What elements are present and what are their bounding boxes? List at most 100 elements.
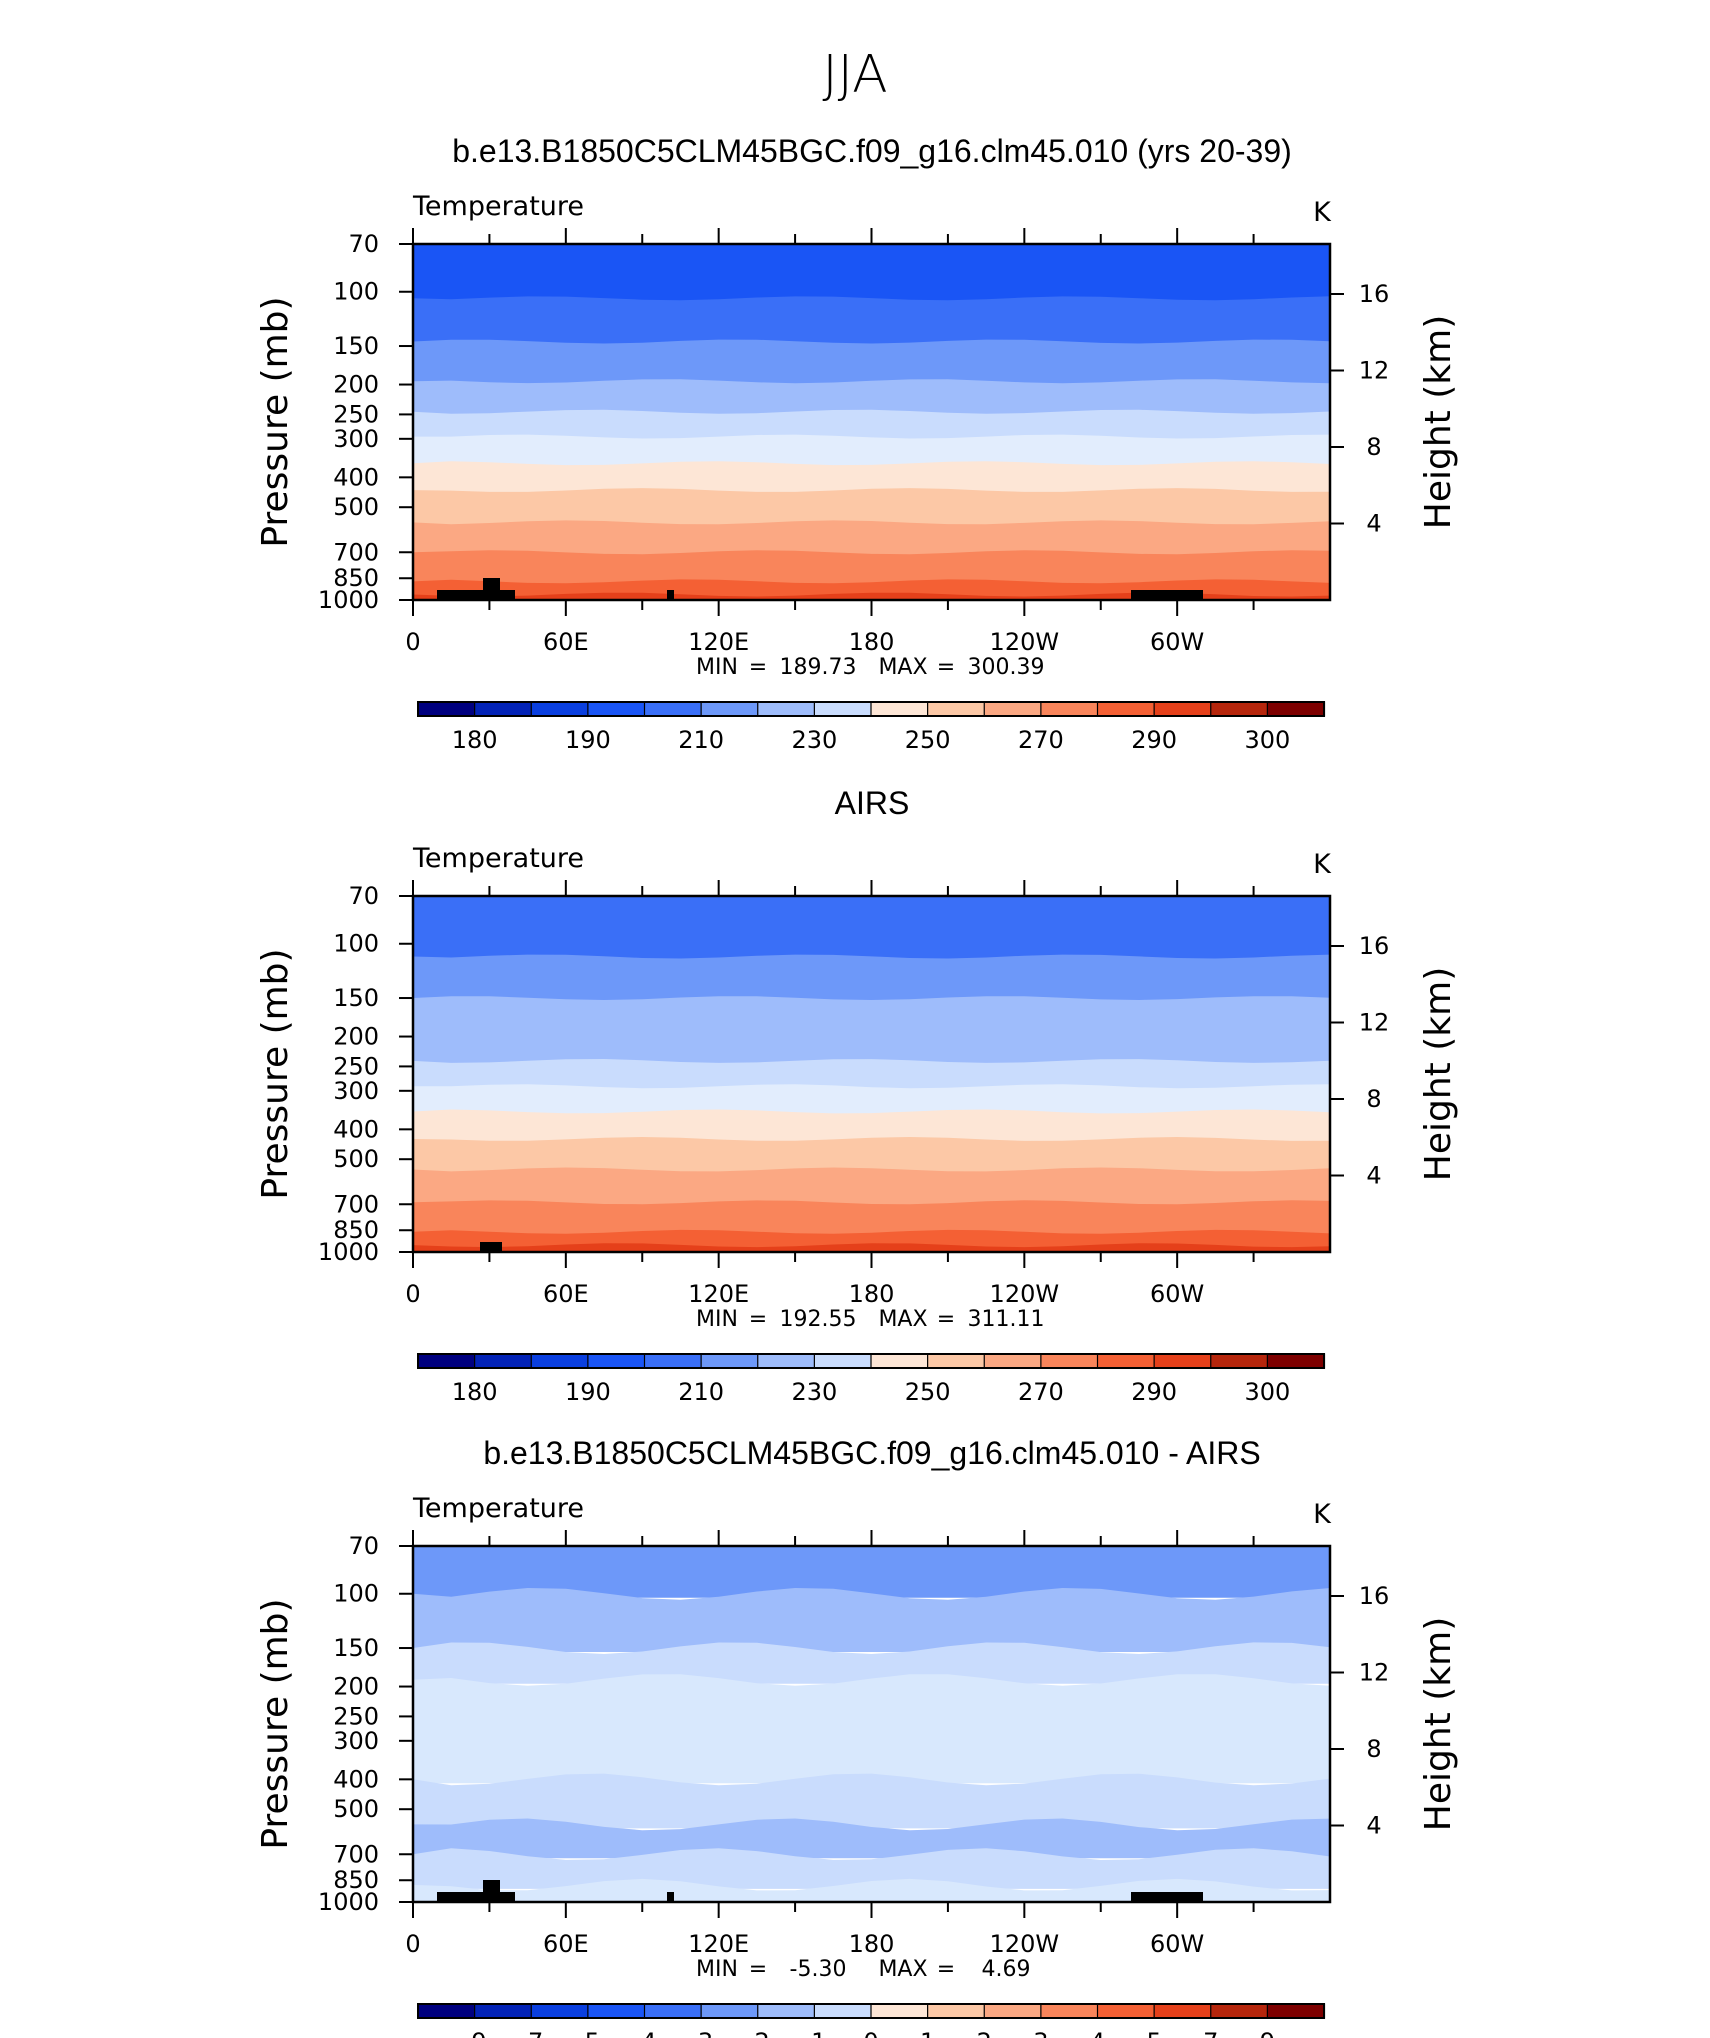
colorbar-box bbox=[417, 701, 476, 717]
topography bbox=[667, 590, 674, 600]
units-label: K bbox=[1313, 849, 1332, 880]
y-tick-label: 250 bbox=[333, 400, 379, 428]
contour-band bbox=[413, 1084, 1330, 1116]
colorbar-box bbox=[474, 2003, 533, 2019]
colorbar-box bbox=[1040, 701, 1099, 717]
x-tick-label: 180 bbox=[849, 1930, 895, 1958]
contour-band bbox=[413, 1848, 1330, 1889]
colorbar-box bbox=[587, 1353, 646, 1369]
y-axis-title: Pressure (mb) bbox=[255, 296, 296, 547]
min-label: MIN bbox=[696, 1957, 738, 1982]
y-tick-label: 100 bbox=[333, 930, 379, 958]
topography bbox=[1131, 1892, 1203, 1902]
height-tick-label: 16 bbox=[1359, 932, 1390, 960]
y-tick-label: 100 bbox=[333, 278, 379, 306]
contour-band bbox=[413, 379, 1330, 416]
units-label: K bbox=[1313, 1499, 1332, 1530]
contour-band bbox=[413, 1137, 1330, 1174]
height-tick-label: 8 bbox=[1366, 1735, 1381, 1763]
colorbar-box bbox=[757, 2003, 816, 2019]
y-tick-label: 250 bbox=[333, 1052, 379, 1080]
min-value: 192.55 bbox=[780, 1307, 857, 1332]
colorbar-label: 180 bbox=[452, 726, 498, 754]
x-tick-label: 120W bbox=[990, 1280, 1060, 1308]
max-equals: = bbox=[937, 1307, 955, 1332]
colorbar-label: 290 bbox=[1131, 726, 1177, 754]
colorbar-box bbox=[983, 701, 1042, 717]
height-tick-label: 12 bbox=[1359, 357, 1390, 385]
panel-title: b.e13.B1850C5CLM45BGC.f09_g16.clm45.010 … bbox=[483, 1435, 1260, 1471]
colorbar-box bbox=[813, 1353, 873, 1369]
y-tick-label: 850 bbox=[333, 564, 379, 592]
y-tick-label: 150 bbox=[333, 332, 379, 360]
colorbar-box bbox=[587, 2003, 646, 2019]
topography bbox=[1131, 590, 1203, 600]
plot-area bbox=[413, 1546, 1330, 1902]
height-tick-label: 12 bbox=[1359, 1009, 1390, 1037]
colorbar-label: -3 bbox=[689, 2028, 713, 2038]
colorbar-box bbox=[1096, 701, 1156, 717]
y-tick-label: 1000 bbox=[318, 1888, 379, 1916]
variable-label: Temperature bbox=[412, 843, 584, 874]
x-tick-label: 180 bbox=[849, 628, 895, 656]
max-equals: = bbox=[937, 1957, 955, 1982]
y-tick-label: 100 bbox=[333, 1580, 379, 1608]
x-tick-label: 60W bbox=[1150, 1930, 1204, 1958]
colorbar-label: 7 bbox=[1203, 2028, 1218, 2038]
x-tick-label: 120E bbox=[688, 1930, 749, 1958]
colorbar-box bbox=[474, 701, 533, 717]
contour-band bbox=[413, 1674, 1330, 1784]
contour-band bbox=[413, 996, 1330, 1038]
height-tick-label: 4 bbox=[1366, 1162, 1381, 1190]
colorbar-box bbox=[700, 701, 759, 717]
topography bbox=[480, 1242, 502, 1252]
y-tick-label: 150 bbox=[333, 984, 379, 1012]
topography bbox=[667, 1892, 674, 1902]
colorbar-label: 230 bbox=[791, 1378, 837, 1406]
contour-band bbox=[413, 1109, 1330, 1143]
height-tick-label: 8 bbox=[1366, 433, 1381, 461]
x-tick-label: 60W bbox=[1150, 628, 1204, 656]
colorbar-label: 5 bbox=[1146, 2028, 1161, 2038]
x-tick-label: 120W bbox=[990, 628, 1060, 656]
figure-title: JJA bbox=[822, 45, 887, 105]
x-tick-label: 0 bbox=[405, 1280, 420, 1308]
colorbar-label: 3 bbox=[1033, 2028, 1048, 2038]
colorbar-label: 180 bbox=[452, 1378, 498, 1406]
contour-band bbox=[413, 1546, 1330, 1598]
colorbar-label: 300 bbox=[1244, 1378, 1290, 1406]
variable-label: Temperature bbox=[412, 1493, 584, 1524]
contour-band bbox=[413, 1878, 1330, 1902]
min-label: MIN bbox=[696, 1307, 738, 1332]
colorbar-box bbox=[927, 1353, 986, 1369]
y-tick-label: 400 bbox=[333, 1115, 379, 1143]
panel-title: AIRS bbox=[835, 785, 910, 821]
colorbar-label: 250 bbox=[905, 726, 951, 754]
colorbar-label: 290 bbox=[1131, 1378, 1177, 1406]
colorbar-box bbox=[700, 2003, 759, 2019]
colorbar-box bbox=[1040, 2003, 1099, 2019]
contour-band bbox=[413, 434, 1330, 468]
colorbar-box bbox=[530, 701, 589, 717]
colorbar-label: 250 bbox=[905, 1378, 951, 1406]
colorbar-frame bbox=[417, 2003, 1325, 2019]
y-tick-label: 70 bbox=[348, 230, 379, 258]
colorbar-label: 2 bbox=[977, 2028, 992, 2038]
colorbar-box bbox=[417, 1353, 476, 1369]
y-tick-label: 200 bbox=[333, 1023, 379, 1051]
height-tick-label: 4 bbox=[1366, 1812, 1381, 1840]
topography bbox=[483, 578, 500, 600]
colorbar-label: 190 bbox=[565, 726, 611, 754]
contour-band bbox=[413, 296, 1330, 346]
contour-band bbox=[413, 488, 1330, 527]
colorbar-box bbox=[1210, 1353, 1269, 1369]
contour-band bbox=[413, 1243, 1330, 1252]
topography bbox=[483, 1880, 500, 1902]
colorbar-box bbox=[870, 1353, 929, 1369]
x-tick-label: 60W bbox=[1150, 1280, 1204, 1308]
contour-band bbox=[413, 1167, 1330, 1207]
colorbar-box bbox=[1266, 2003, 1326, 2019]
colorbar-label: 300 bbox=[1244, 726, 1290, 754]
colorbar-box bbox=[1096, 1353, 1156, 1369]
colorbar-box bbox=[870, 2003, 929, 2019]
